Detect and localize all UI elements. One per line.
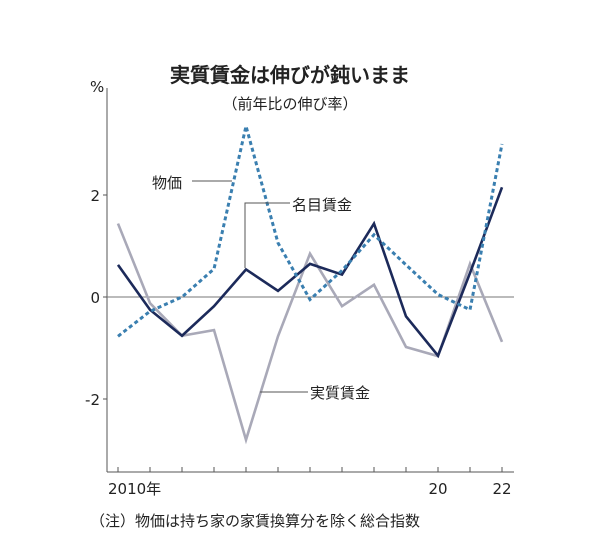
y-tick-label: 2 (90, 187, 100, 205)
chart-subtitle: （前年比の伸び率） (222, 95, 357, 113)
y-tick-label: 0 (90, 289, 100, 307)
x-tick-label: 2010年 (108, 480, 161, 498)
y-tick-label: -2 (85, 391, 100, 409)
x-tick-label: 20 (428, 480, 447, 498)
y-axis-unit: % (90, 78, 104, 96)
legend-leader-nominal (244, 202, 290, 268)
legend-label-price: 物価 (152, 174, 182, 192)
legend-label-nominal: 名目賃金 (292, 196, 352, 214)
series-line-0 (117, 125, 504, 338)
legend-label-real: 実質賃金 (310, 384, 370, 402)
footnote: （注）物価は持ち家の家賃換算分を除く総合指数 (90, 512, 420, 530)
x-tick-label: 22 (492, 480, 511, 498)
chart-title: 実質賃金は伸びが鈍いまま (170, 63, 410, 87)
